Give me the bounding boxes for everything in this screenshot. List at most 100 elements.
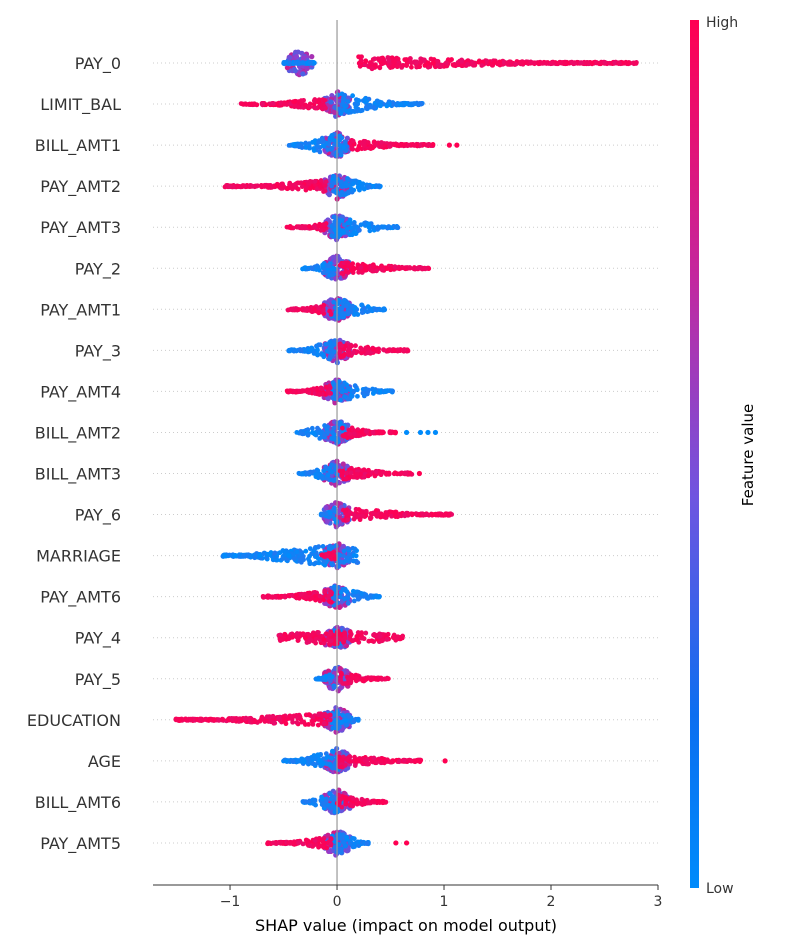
feature-swarm — [281, 49, 639, 78]
shap-point — [366, 221, 372, 227]
shap-point — [390, 63, 396, 69]
shap-point — [289, 592, 295, 598]
shap-point — [297, 429, 303, 435]
shap-point — [385, 55, 391, 60]
shap-point — [359, 108, 364, 113]
shap-point — [379, 267, 385, 273]
shap-point — [320, 544, 326, 549]
shap-point — [316, 560, 322, 566]
shap-point — [419, 511, 425, 517]
shap-point — [227, 552, 232, 558]
shap-point — [307, 590, 312, 596]
shap-point — [357, 63, 363, 69]
shap-point — [339, 720, 345, 725]
shap-point — [365, 140, 371, 145]
shap-point — [320, 511, 325, 517]
shap-point — [378, 56, 384, 62]
shap-point — [391, 347, 397, 353]
shap-point — [292, 68, 298, 74]
shap-point — [337, 348, 343, 354]
feature-swarm — [276, 624, 406, 650]
shap-point — [248, 554, 254, 560]
shap-point — [341, 144, 347, 150]
shap-point — [309, 54, 315, 60]
shap-point — [330, 436, 336, 442]
shap-point — [336, 604, 343, 611]
shap-point — [326, 263, 332, 269]
feature-swarm — [284, 213, 401, 243]
shap-point — [340, 425, 345, 431]
shap-point — [303, 548, 309, 554]
shap-point — [384, 637, 390, 642]
shap-point — [240, 101, 245, 107]
shap-point — [342, 596, 348, 602]
shap-point — [392, 264, 398, 270]
shap-point — [340, 461, 346, 467]
feature-label: PAY_AMT6 — [40, 588, 121, 608]
feature-swarm — [313, 664, 391, 694]
shap-point — [309, 265, 315, 271]
shap-point — [348, 680, 353, 686]
shap-point — [325, 472, 331, 478]
shap-point — [350, 303, 355, 309]
shap-point — [327, 308, 333, 314]
shap-point — [322, 588, 328, 594]
feature-label: PAY_3 — [75, 341, 121, 361]
shap-point — [380, 469, 386, 475]
shap-point — [335, 92, 341, 98]
shap-point — [381, 59, 387, 65]
shap-point — [378, 512, 384, 517]
shap-point — [505, 60, 510, 66]
shap-point — [302, 348, 308, 353]
shap-point — [340, 712, 346, 718]
shap-point — [321, 559, 327, 564]
shap-point — [403, 100, 409, 106]
shap-point — [349, 394, 355, 399]
shap-point — [330, 562, 335, 568]
shap-point — [404, 57, 409, 62]
shap-point — [536, 61, 542, 67]
shap-point — [418, 59, 423, 65]
shap-point — [335, 420, 341, 426]
shap-point — [354, 637, 359, 642]
shap-point — [317, 392, 322, 397]
shap-point — [310, 139, 315, 145]
shap-point — [321, 597, 327, 603]
shap-point — [374, 226, 380, 232]
shap-point — [342, 433, 348, 439]
shap-point — [348, 187, 354, 193]
shap-point — [340, 183, 346, 189]
shap-point — [324, 552, 330, 558]
shap-point — [357, 179, 362, 185]
shap-point — [338, 179, 344, 185]
shap-point — [307, 186, 313, 191]
shap-point — [359, 591, 365, 597]
feature-label: MARRIAGE — [36, 547, 121, 566]
feature-label: BILL_AMT6 — [35, 793, 121, 813]
shap-point — [303, 594, 309, 600]
shap-point — [277, 638, 283, 643]
shap-point — [341, 264, 347, 270]
shap-point — [394, 142, 399, 148]
shap-point — [296, 307, 302, 312]
shap-point — [347, 387, 353, 393]
shap-point — [446, 142, 452, 148]
shap-point — [341, 230, 347, 235]
shap-point — [311, 306, 317, 312]
shap-point — [325, 429, 331, 435]
shap-point — [338, 594, 343, 600]
shap-point — [298, 347, 304, 353]
shap-point — [612, 60, 618, 66]
shap-point — [340, 99, 346, 105]
shap-point — [369, 268, 375, 274]
shap-point — [343, 681, 348, 686]
shap-point — [395, 634, 401, 640]
shap-point — [315, 468, 321, 474]
shap-point — [414, 60, 419, 65]
shap-point — [387, 144, 392, 149]
shap-point — [274, 557, 280, 563]
shap-point — [346, 349, 352, 354]
shap-point — [281, 101, 287, 107]
shap-point — [395, 348, 401, 354]
shap-point — [400, 62, 406, 68]
